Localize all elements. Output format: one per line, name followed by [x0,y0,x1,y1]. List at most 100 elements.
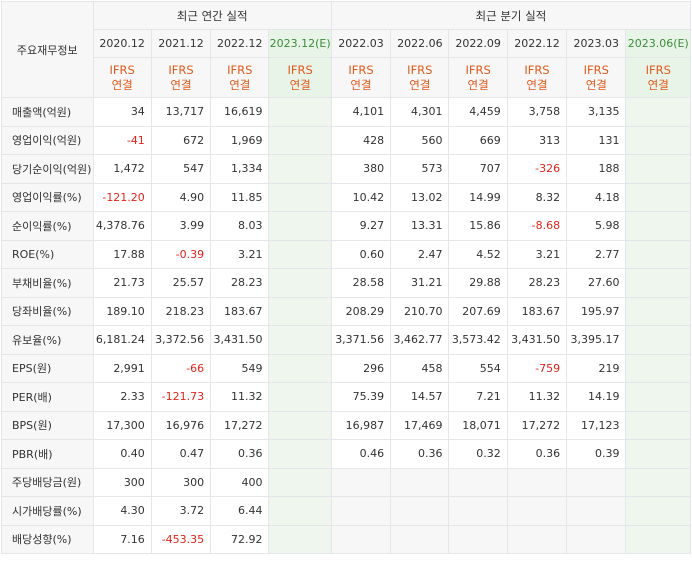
table-row: EPS(원) 2,991 -66 549 296 458 554 -759 219 [1,353,691,383]
table-cell: 195.97 [566,296,627,326]
table-cell: 8.03 [210,211,270,241]
table-cell: -0.39 [150,239,212,269]
table-cell: 3,371.56 [330,325,392,355]
table-cell: 3,573.42 [448,325,508,355]
table-cell: 17,469 [390,410,450,440]
header-group-row: 주요재무정보 최근 연간 실적 최근 분기 실적 [1,1,692,98]
table-cell: 0.32 [448,439,508,469]
table-cell: 3,135 [566,97,627,127]
table-cell: 1,472 [92,154,152,184]
table-cell: -41 [92,125,152,155]
table-cell: 207.69 [448,296,508,326]
table-cell: 11.32 [506,382,568,412]
table-cell: 13.02 [390,182,450,212]
ifrs-consolidated-label: IFRS 연결 [506,57,568,98]
annual-group-header: 최근 연간 실적 [92,1,332,30]
table-cell [390,524,450,554]
consolidated-label: 연결 [585,77,607,92]
table-cell: 8.32 [506,182,568,212]
ifrs-consolidated-label: IFRS 연결 [150,57,212,98]
table-cell: 0.40 [92,439,152,469]
table-cell [625,410,691,440]
table-cell [330,467,392,497]
row-label: 주당배당금(원) [1,467,94,497]
table-cell: 3,431.50 [210,325,270,355]
ifrs-label: IFRS [109,62,135,77]
table-cell: 9.27 [330,211,392,241]
ifrs-consolidated-label: IFRS 연결 [625,57,691,98]
table-cell: 0.46 [330,439,392,469]
table-cell: 4.90 [150,182,212,212]
ifrs-consolidated-label: IFRS 연결 [448,57,508,98]
table-cell [268,467,332,497]
table-row: 영업이익(억원) -41 672 1,969 428 560 669 313 131 [1,125,691,155]
ifrs-consolidated-label: IFRS 연결 [330,57,392,98]
consolidated-label: 연결 [170,77,192,92]
period-header: 2021.12 [150,29,212,58]
table-cell [268,296,332,326]
table-cell: 2.47 [390,239,450,269]
consolidated-label: 연결 [409,77,431,92]
ifrs-label: IFRS [348,62,374,77]
table-cell: 4,378.76 [92,211,152,241]
table-cell [390,467,450,497]
consolidated-label: 연결 [289,77,311,92]
row-label: BPS(원) [1,410,94,440]
consolidated-label: 연결 [467,77,489,92]
table-row: 영업이익률(%) -121.20 4.90 11.85 10.42 13.02 14.99 8… [1,182,691,212]
row-label: 당기순이익(억원) [1,154,94,184]
table-cell [268,268,332,298]
table-cell: 183.67 [210,296,270,326]
table-cell [448,467,508,497]
table-cell: 554 [448,353,508,383]
table-cell: 28.58 [330,268,392,298]
ifrs-label: IFRS [287,62,313,77]
ifrs-consolidated-label: IFRS 연결 [390,57,450,98]
table-cell: 14.57 [390,382,450,412]
table-cell [268,524,332,554]
ifrs-label: IFRS [168,62,194,77]
table-cell: 0.39 [566,439,627,469]
table-cell: 4.52 [448,239,508,269]
table-cell: 300 [150,467,212,497]
table-cell: 29.88 [448,268,508,298]
row-label: 영업이익(억원) [1,125,94,155]
table-cell [268,154,332,184]
ifrs-label: IFRS [583,62,609,77]
table-cell [330,524,392,554]
table-cell: 0.47 [150,439,212,469]
table-cell: 10.42 [330,182,392,212]
table-cell: 3.72 [150,496,212,526]
table-cell: 707 [448,154,508,184]
table-cell [506,524,568,554]
table-body: 매출액(억원) 34 13,717 16,619 4,101 4,301 4,459 3,75… [1,97,691,554]
table-cell: 13.31 [390,211,450,241]
table-cell [268,353,332,383]
table-cell: 17.88 [92,239,152,269]
table-cell: 208.29 [330,296,392,326]
ifrs-consolidated-label: IFRS 연결 [566,57,627,98]
table-row: BPS(원) 17,300 16,976 17,272 16,987 17,469 18,0… [1,410,691,440]
table-row: 시가배당률(%) 4.30 3.72 6.44 [1,496,691,526]
table-cell: -8.68 [506,211,568,241]
table-row: 당좌비율(%) 189.10 218.23 183.67 208.29 210.70 207… [1,296,691,326]
period-header: 2020.12 [92,29,152,58]
table-cell [506,467,568,497]
table-cell: 11.32 [210,382,270,412]
table-cell: 549 [210,353,270,383]
table-cell: 1,334 [210,154,270,184]
table-cell: 17,272 [210,410,270,440]
table-cell [268,382,332,412]
table-row: 배당성향(%) 7.16 -453.35 72.92 [1,524,691,554]
row-label: ROE(%) [1,239,94,269]
label-column-header: 주요재무정보 [1,1,94,98]
table-cell: 27.60 [566,268,627,298]
table-row: 주당배당금(원) 300 300 400 [1,467,691,497]
table-cell: 16,619 [210,97,270,127]
table-cell [625,239,691,269]
quarter-group-header: 최근 분기 실적 [330,1,692,30]
table-cell [625,325,691,355]
table-cell [268,125,332,155]
table-cell: 560 [390,125,450,155]
ifrs-consolidated-label: IFRS 연결 [268,57,332,98]
